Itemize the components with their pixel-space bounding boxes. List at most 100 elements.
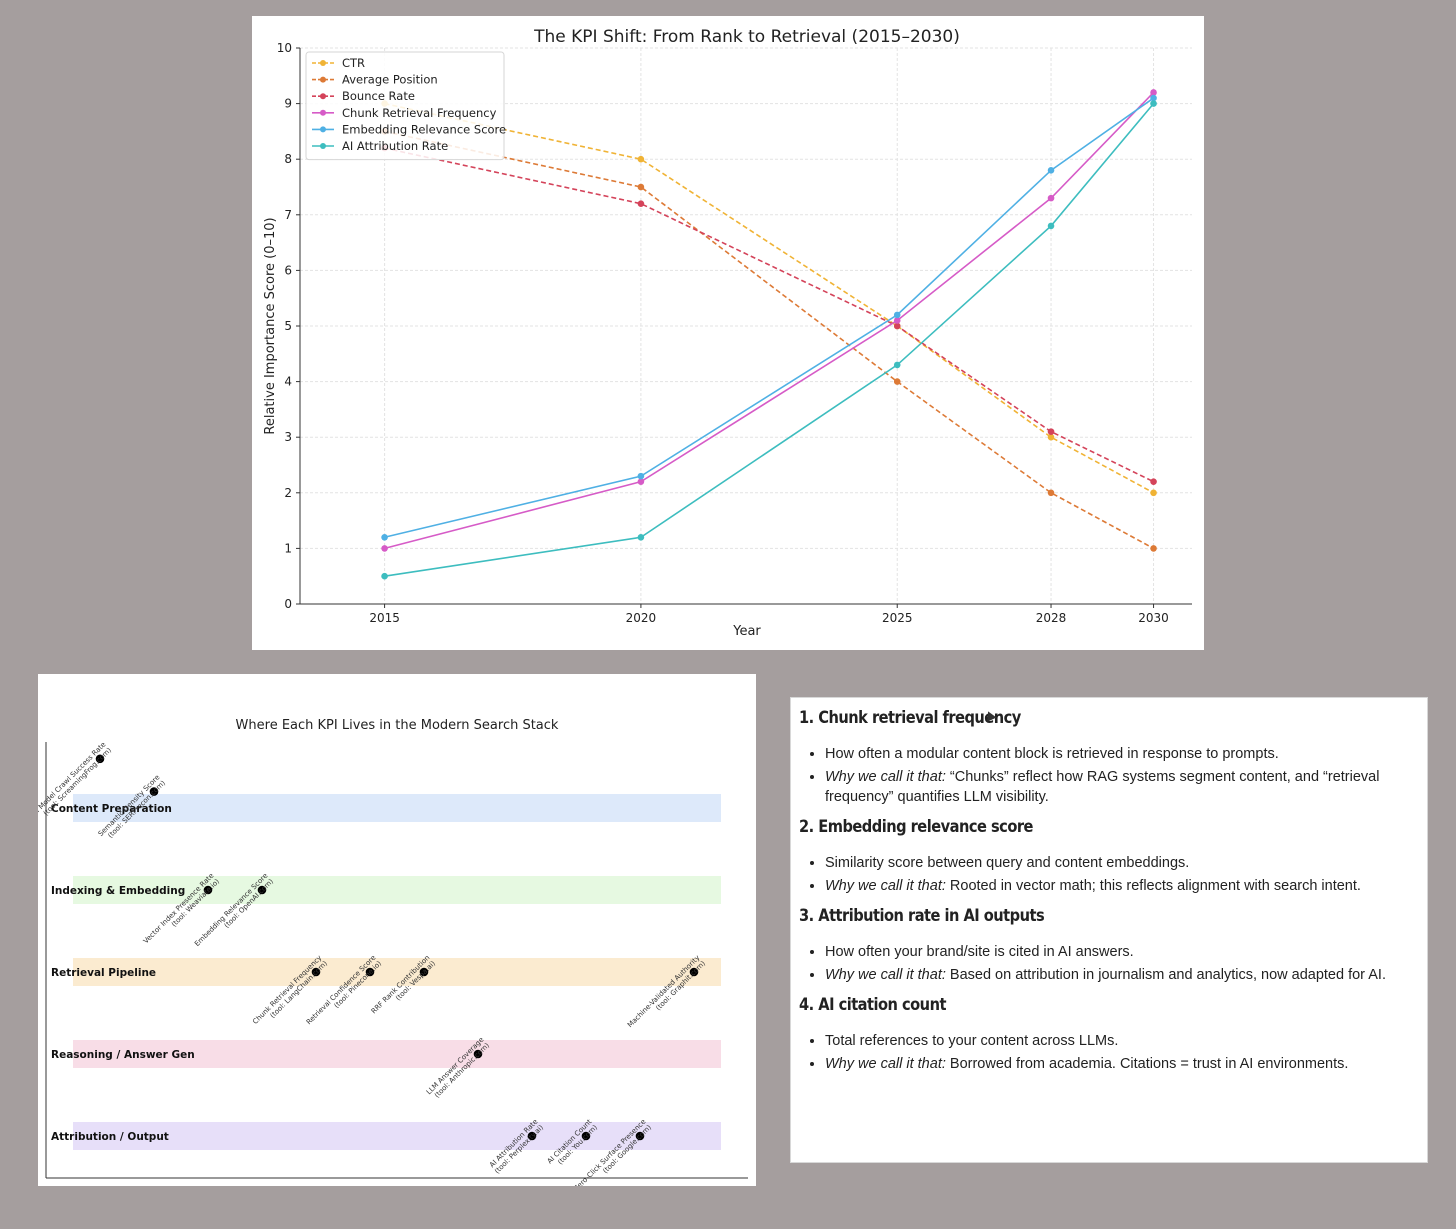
kpi-definitions-list: 1. Chunk retrieval frequency How often a … [791,698,1427,1074]
kpi-point [581,1131,591,1141]
search-stack-chart-panel: Where Each KPI Lives in the Modern Searc… [31,674,756,1193]
y-tick-label: 3 [284,430,292,444]
stack-layer-label: Retrieval Pipeline [51,967,156,979]
why-label: Why we call it that: [825,878,946,894]
stack-layer-label: Reasoning / Answer Gen [51,1049,195,1061]
kpi-point [527,1131,537,1141]
kpi-bullet: How often a modular content block is ret… [825,744,1403,764]
legend-marker [320,126,326,133]
chart-title: The KPI Shift: From Rank to Retrieval (2… [533,27,960,47]
legend-marker [320,93,326,100]
series-embedding-relevance-score [381,94,1157,541]
data-point [637,472,645,480]
legend-box [305,51,505,161]
data-point [893,322,901,330]
legend-marker [320,109,326,116]
kpi-bullet: Why we call it that: Borrowed from acade… [825,1054,1403,1074]
stack-layer-label: Attribution / Output [51,1131,169,1143]
y-tick-label: 9 [284,97,292,111]
series-line [384,97,1155,539]
kpi-bullet: Why we call it that: Based on attributio… [825,965,1403,985]
legend-entry: Embedding Relevance Score [342,122,506,136]
series-chunk-retrieval-frequency [381,89,1157,552]
series-line [384,103,1155,577]
stack-layer-band [73,876,721,904]
data-point [637,183,645,191]
kpi-point [365,967,375,977]
kpi-heading: 3. Attribution rate in AI outputs [799,906,1045,926]
kpi-point [635,1131,645,1141]
data-point [893,361,901,369]
stack-layer-bands: Content Preparation Indexing & Embedding R… [51,794,721,1150]
kpi-bullet-text: Borrowed from academia. Citations = trus… [945,1056,1349,1072]
data-point [1047,433,1055,441]
x-tick-label: 2015 [369,611,400,625]
kpi-point [689,967,699,977]
series-ai-attribution-rate [381,100,1157,580]
kpi-bullet-list: Total references to your content across … [799,1031,1403,1074]
kpi-heading: 2. Embedding relevance score [799,817,1033,837]
kpi-point [311,967,321,977]
kpi-bullet-list: How often your brand/site is cited in AI… [799,942,1403,985]
series-bounce-rate [381,144,1157,485]
legend-marker [320,60,326,66]
chart-legend: CTR Average Position Bounce Rate Chunk Retr… [305,51,506,161]
kpi-bullet-text: How often your brand/site is cited in AI… [825,944,1134,960]
kpi-bullet: How often your brand/site is cited in AI… [825,942,1403,962]
kpi-definitions-panel: 1. Chunk retrieval frequency How often a … [790,697,1428,1163]
kpi-bullet-text: How often a modular content block is ret… [825,746,1279,762]
legend-marker [320,76,326,83]
data-point [1150,89,1157,96]
data-point [381,533,388,541]
legend-entry: AI Attribution Rate [342,139,448,153]
data-point [381,545,388,552]
y-tick-label: 2 [284,486,292,500]
legend-entry: Bounce Rate [342,89,415,103]
data-point [1047,222,1055,230]
kpi-bullet: Why we call it that: Rooted in vector ma… [825,876,1403,896]
chart-axes: 0 1 2 3 4 5 6 7 8 9 10 2015 2020 2025 2028 2030 [277,41,1192,625]
x-tick-label: 2025 [882,611,913,625]
why-label: Why we call it that: [825,967,946,983]
stack-layer-band [73,958,721,986]
data-point [637,200,645,207]
data-point [1047,167,1055,174]
kpi-point [203,885,213,895]
stack-layer-band [73,1122,721,1150]
kpi-bullet-list: How often a modular content block is ret… [799,744,1403,807]
data-point [1047,428,1055,435]
kpi-bullet-text: Based on attribution in journalism and a… [945,967,1386,983]
x-tick-label: 2030 [1138,611,1169,625]
kpi-bullet-text: “Chunks” reflect how RAG systems segment… [825,769,1380,805]
kpi-point [149,787,159,796]
kpi-heading: 1. Chunk retrieval frequency [799,708,1021,728]
stack-chart-title: Where Each KPI Lives in the Modern Searc… [236,718,559,733]
kpi-shift-line-chart: The KPI Shift: From Rank to Retrieval (2… [263,27,1192,639]
kpi-bullet-text: Rooted in vector math; this reflects ali… [945,878,1361,894]
x-tick-label: 2020 [626,611,657,625]
y-tick-label: 1 [284,541,292,555]
stack-layer-band [73,794,721,822]
kpi-point [95,754,105,764]
legend-marker [320,143,326,149]
x-tick-label: 2028 [1036,611,1067,625]
legend-entry: Chunk Retrieval Frequency [342,106,497,120]
stack-layer-band [73,1040,721,1068]
why-label: Why we call it that: [825,1056,946,1072]
legend-entry: CTR [342,56,365,70]
data-point [1150,94,1157,102]
kpi-bullet-text: Total references to your content across … [825,1033,1119,1049]
data-point [1047,489,1055,497]
data-point [1150,545,1157,552]
kpi-point [257,885,267,895]
y-axis-label: Relative Importance Score (0–10) [263,217,278,434]
kpi-heading: 4. AI citation count [799,995,946,1015]
data-point [381,572,388,580]
y-tick-label: 5 [284,319,292,333]
data-point [1150,489,1157,497]
series-average-position [381,128,1157,552]
data-point [637,478,645,485]
kpi-shift-chart-panel: The KPI Shift: From Rank to Retrieval (2… [252,16,1204,650]
why-label: Why we call it that: [825,769,946,785]
y-tick-label: 7 [284,208,292,222]
